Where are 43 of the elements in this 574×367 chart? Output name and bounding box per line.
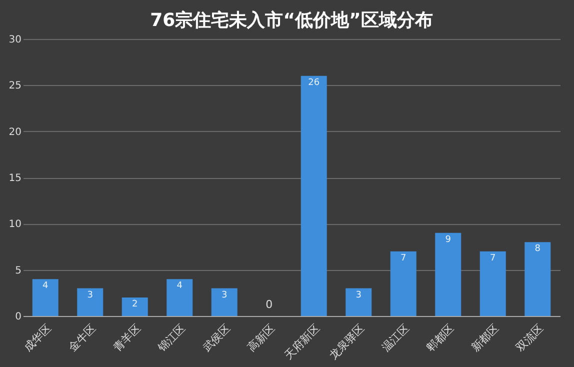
- y-tick-label: 30: [8, 34, 22, 46]
- data-label: 3: [356, 290, 362, 300]
- y-tick-label: 15: [8, 173, 22, 184]
- data-label: 7: [490, 253, 496, 264]
- x-tick-label: 天府新区: [282, 322, 322, 362]
- data-label: 7: [400, 253, 406, 264]
- bar: [32, 279, 58, 316]
- x-tick-label: 温江区: [379, 322, 412, 354]
- x-tick-label: 金牛区: [66, 322, 99, 354]
- data-label: 8: [534, 244, 541, 254]
- data-label: 26: [308, 78, 320, 88]
- x-tick-label: 龙泉驿区: [326, 322, 368, 362]
- x-tick-label: 成华区: [21, 322, 54, 354]
- bar: [524, 242, 551, 316]
- x-tick-label: 新都区: [468, 322, 502, 354]
- bar: [480, 251, 506, 316]
- data-label: 9: [445, 234, 452, 245]
- bar: [390, 251, 416, 316]
- data-label: 2: [132, 300, 138, 310]
- data-label: 0: [266, 298, 273, 311]
- bar: [346, 288, 372, 316]
- x-tick-label: 高新区: [245, 322, 278, 354]
- data-label: 3: [87, 290, 93, 300]
- x-tick-label: 双流区: [514, 322, 546, 354]
- y-tick-label: 5: [15, 265, 22, 276]
- y-tick-label: 25: [8, 80, 22, 92]
- x-tick-label: 青羊区: [110, 322, 144, 354]
- y-tick-label: 0: [15, 312, 22, 322]
- bar: [122, 298, 148, 316]
- x-tick-label: 武侯区: [200, 322, 233, 354]
- bar: [211, 288, 238, 316]
- bar: [435, 232, 462, 316]
- bar: [166, 279, 193, 316]
- chart-title: 76宗住宅未入市“低价地”区域分布: [150, 10, 433, 31]
- data-label: 4: [176, 281, 183, 292]
- bar: [300, 76, 327, 316]
- x-tick-label: 郫都区: [424, 322, 457, 354]
- data-label: 4: [42, 281, 49, 292]
- y-tick-label: 20: [8, 126, 22, 138]
- y-tick-label: 10: [8, 219, 22, 230]
- data-label: 3: [222, 290, 228, 300]
- x-tick-label: 锦江区: [154, 322, 188, 356]
- bar: [77, 288, 104, 316]
